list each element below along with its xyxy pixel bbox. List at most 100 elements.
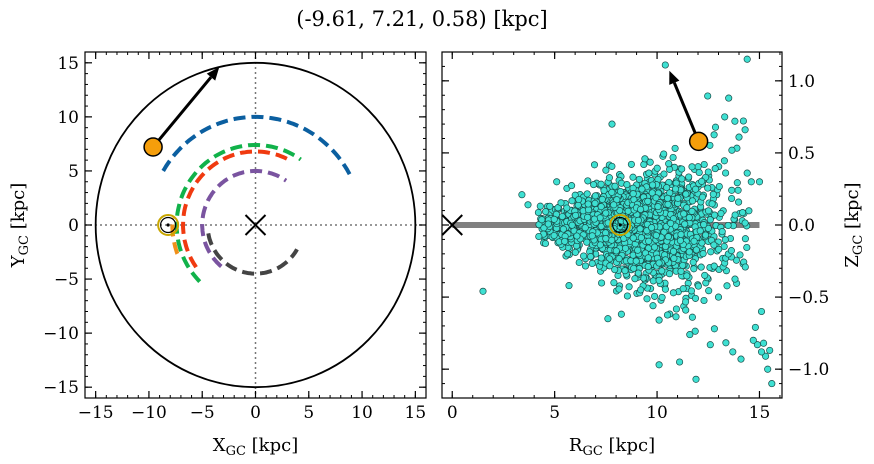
scatter-point	[581, 224, 589, 232]
scatter-point	[588, 232, 596, 240]
scatter-point	[634, 246, 642, 254]
scatter-point	[753, 341, 761, 349]
spiral-arm-1	[174, 143, 302, 283]
scatter-point	[541, 239, 550, 248]
scatter-point	[658, 293, 666, 301]
scatter-point	[669, 153, 677, 162]
spiral-arm-3	[180, 149, 291, 269]
left-object-marker	[143, 137, 163, 157]
scatter-point	[660, 150, 668, 158]
scatter-point	[624, 207, 632, 215]
scatter-point	[757, 348, 766, 356]
scatter-point	[722, 339, 730, 347]
scatter-point	[704, 184, 712, 192]
scatter-point	[685, 248, 693, 256]
scatter-point	[631, 275, 639, 283]
scatter-point	[611, 182, 619, 190]
scatter-point	[564, 250, 572, 258]
scatter-point	[669, 247, 678, 255]
left-y-tick-label: −15	[43, 378, 79, 398]
scatter-point	[743, 169, 751, 177]
right-y-tick-label: 0.5	[788, 144, 815, 164]
right-velocity-arrow	[669, 70, 701, 142]
scatter-point	[590, 215, 598, 223]
left-ticks: −15 −10 −5 0 5 10 15 −15 −10 −5 0 5 10 15	[43, 51, 427, 423]
scatter-point	[733, 179, 741, 187]
scatter-point	[632, 257, 640, 265]
scatter-point	[587, 253, 595, 261]
scatter-point	[568, 182, 576, 190]
scatter-point	[610, 279, 618, 287]
scatter-point	[696, 227, 704, 235]
scatter-point	[645, 237, 653, 245]
scatter-point	[727, 247, 735, 255]
scatter-point	[661, 61, 669, 69]
sun-ring	[157, 214, 180, 236]
scatter-point	[698, 239, 706, 247]
scatter-point	[688, 197, 697, 205]
scatter-point	[670, 254, 678, 262]
scatter-point	[728, 194, 736, 203]
right-sun-dot	[618, 223, 622, 227]
right-y-tick-label: −1.0	[788, 360, 829, 380]
scatter-point	[711, 165, 719, 173]
scatter-point	[644, 197, 652, 205]
spiral-arm-4	[200, 168, 288, 268]
scatter-point	[598, 195, 606, 203]
scatter-point	[672, 305, 680, 313]
scatter-point	[692, 185, 700, 193]
right-y-tick-label: −0.5	[788, 288, 829, 308]
scatter-point	[538, 216, 546, 224]
scatter-points	[479, 55, 776, 388]
scatter-point	[723, 282, 731, 290]
scatter-point	[737, 355, 745, 363]
scatter-point	[606, 262, 614, 270]
scatter-point	[706, 216, 714, 224]
scatter-point	[612, 247, 620, 255]
scatter-point	[561, 237, 569, 245]
scatter-point	[575, 258, 583, 267]
scatter-point	[583, 238, 591, 246]
scatter-point	[610, 201, 618, 209]
left-x-tick-label: −15	[78, 403, 114, 423]
scatter-point	[611, 266, 619, 274]
scatter-point	[768, 380, 776, 388]
scatter-point	[677, 230, 685, 239]
scatter-point	[669, 289, 677, 297]
scatter-point	[623, 292, 631, 300]
scatter-point	[661, 285, 669, 293]
left-x-axis-label: XGC [kpc]	[213, 435, 298, 459]
scatter-point	[634, 269, 642, 277]
left-y-tick-label: 10	[57, 108, 79, 128]
scatter-point	[705, 287, 713, 295]
scatter-point	[704, 207, 713, 215]
scatter-point	[608, 120, 616, 128]
scatter-point	[581, 262, 590, 270]
right-velocity-arrow-shaft	[672, 82, 701, 142]
scatter-point	[690, 265, 698, 273]
scatter-point	[676, 358, 684, 366]
scatter-point	[621, 244, 630, 252]
scatter-point	[634, 216, 642, 224]
scatter-point	[568, 221, 576, 229]
scatter-point	[697, 263, 705, 271]
scatter-point	[707, 248, 715, 256]
right-ticks: 0 5 10 15 −1.0 −0.5 0.0 0.5 1.0	[442, 51, 829, 423]
scatter-point	[550, 215, 558, 223]
scatter-point	[625, 283, 633, 291]
scatter-point	[762, 352, 770, 360]
scatter-point	[755, 178, 764, 186]
scatter-point	[699, 250, 707, 258]
scatter-point	[608, 236, 616, 244]
scatter-point	[640, 160, 648, 169]
scatter-point	[745, 207, 753, 215]
scatter-point	[678, 165, 686, 173]
figure-title: (-9.61, 7.21, 0.58) [kpc]	[296, 7, 547, 31]
scatter-point	[664, 194, 672, 202]
scatter-point	[580, 252, 588, 260]
scatter-point	[735, 198, 743, 206]
scatter-point	[649, 277, 657, 285]
scatter-point	[638, 185, 646, 193]
right-y-axis-label: ZGC [kpc]	[842, 182, 866, 267]
scatter-point	[651, 243, 659, 251]
